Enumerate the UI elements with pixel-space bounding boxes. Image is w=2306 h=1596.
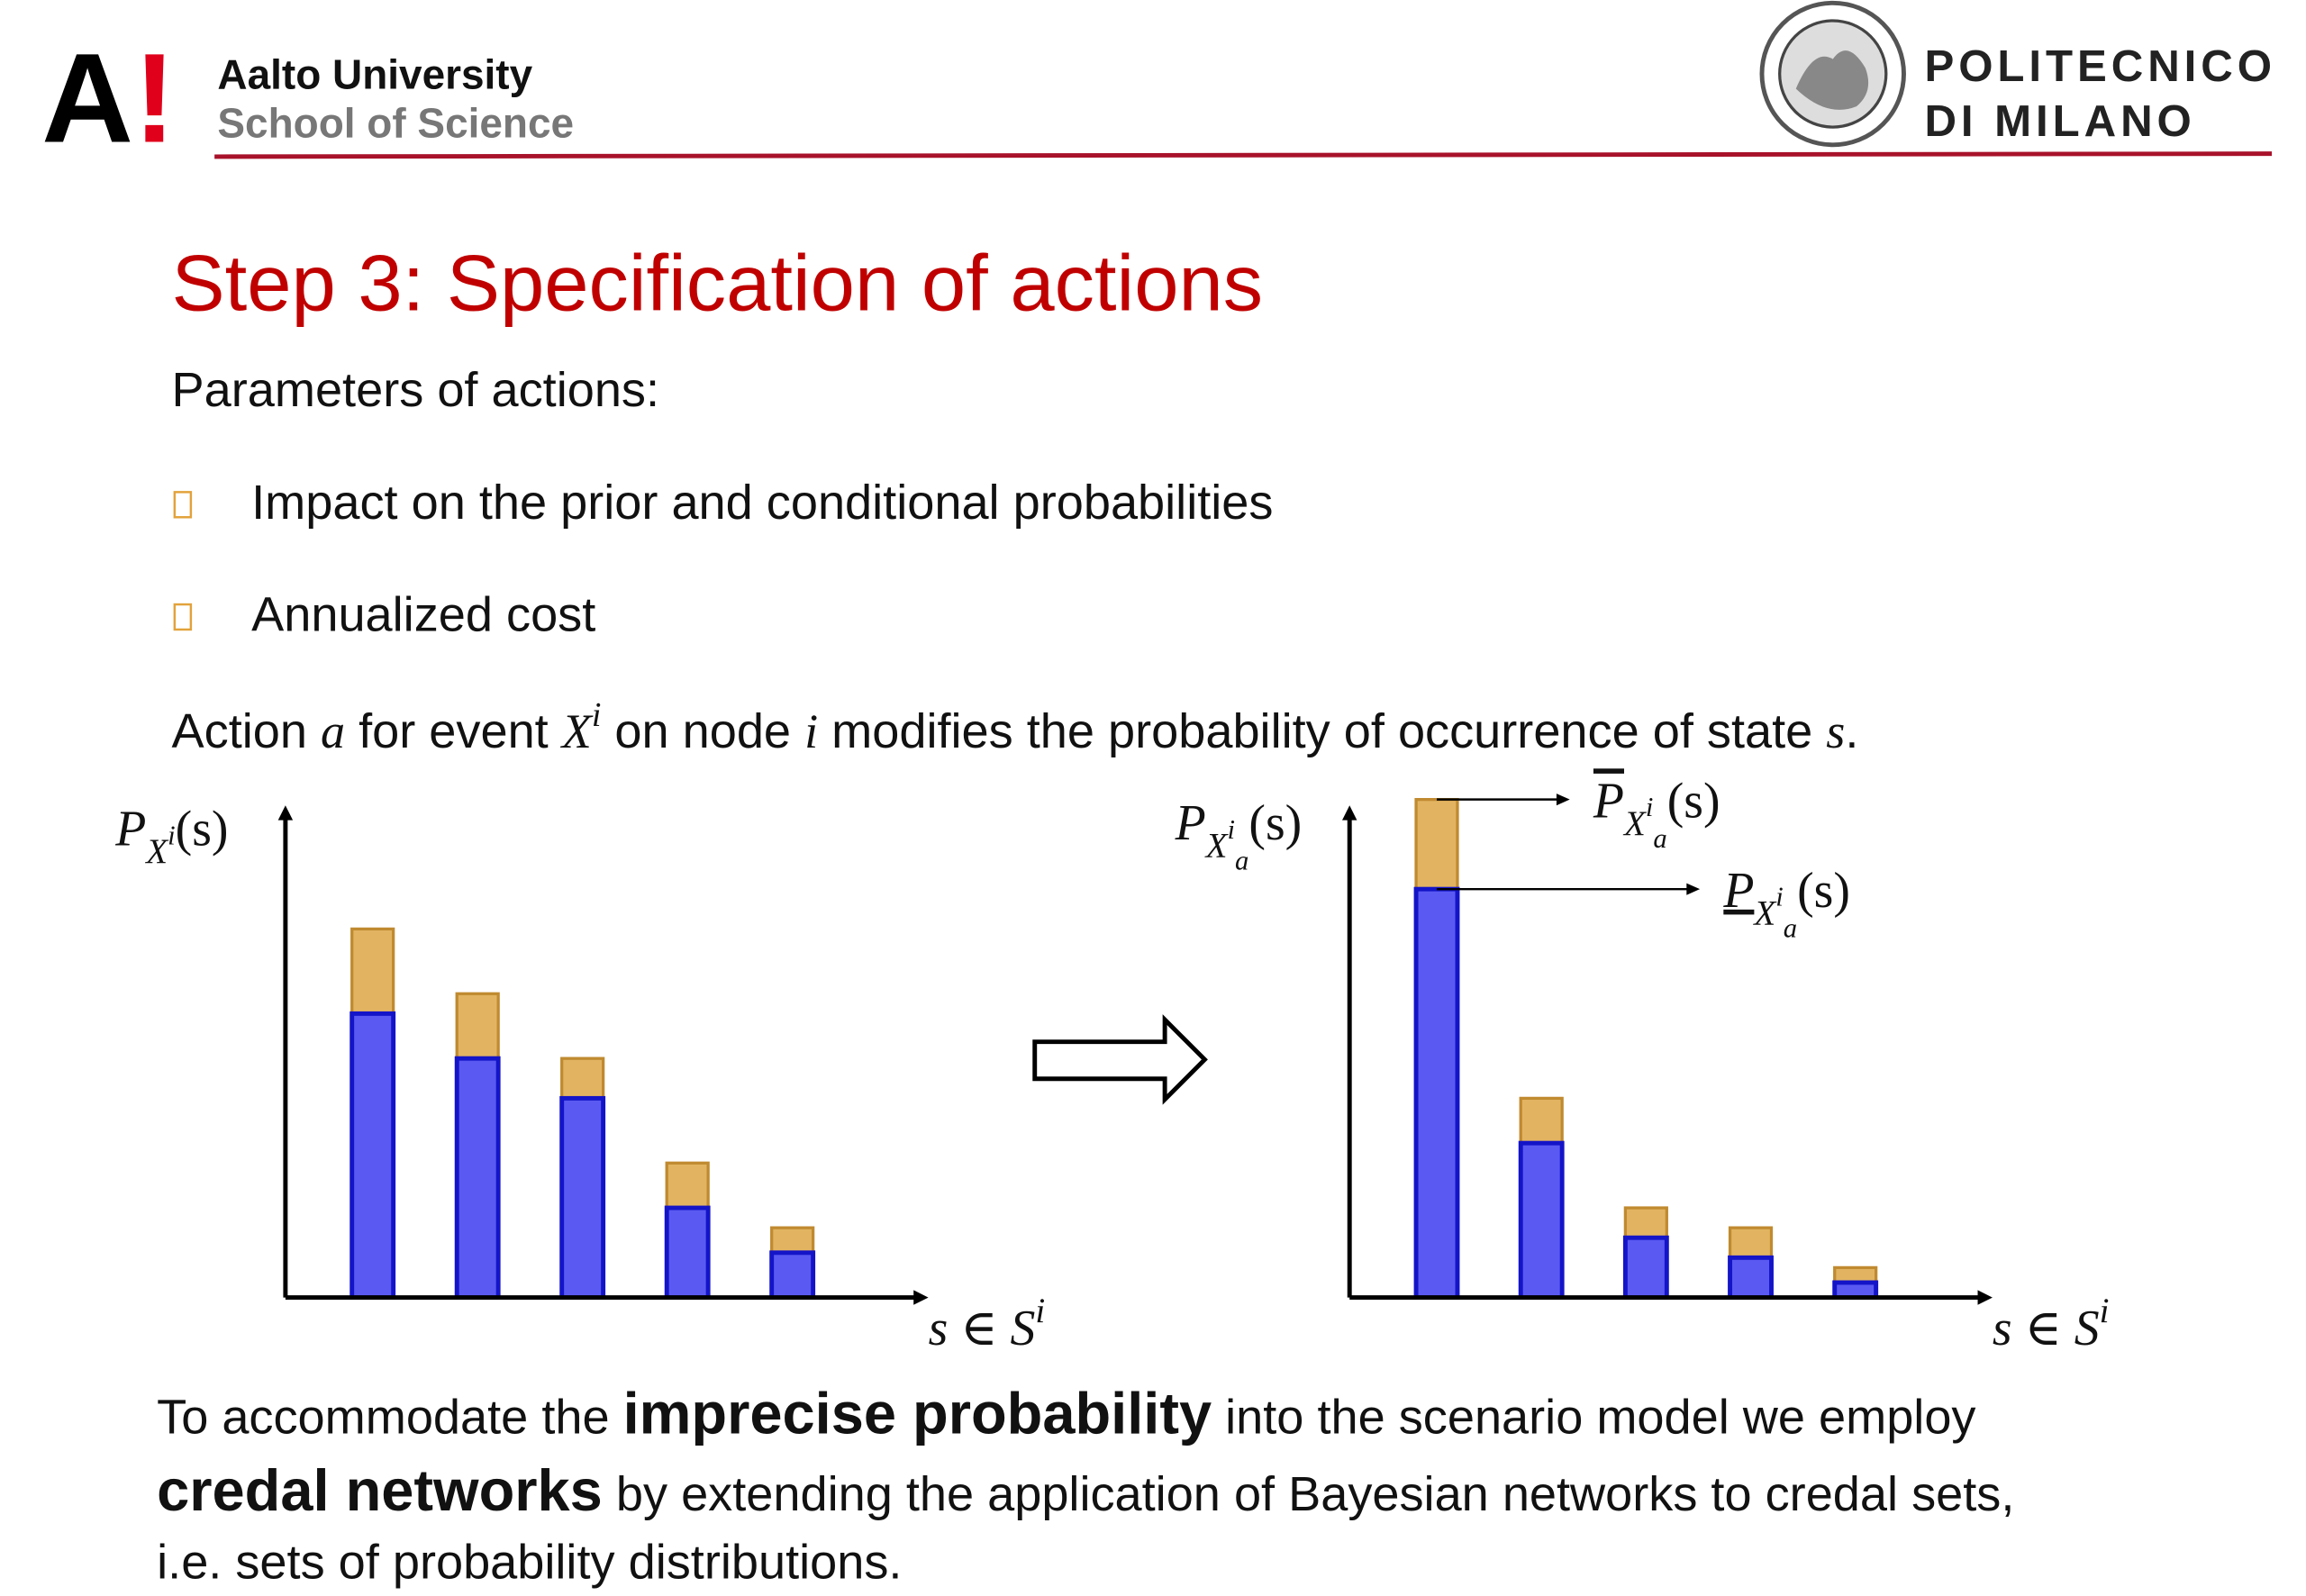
text-run: s ∈ S xyxy=(929,1301,1036,1356)
seal-figure xyxy=(1795,50,1869,110)
annotation: PXia(s) xyxy=(1722,863,1850,943)
conclusion-line: i.e. sets of probability distributions. xyxy=(157,1535,902,1589)
text-run: . xyxy=(1845,704,1858,758)
polimi-line1: POLITECNICO xyxy=(1924,41,2275,91)
aalto-name: Aalto University xyxy=(217,50,532,97)
lower-segment xyxy=(1832,1280,1879,1301)
polimi-line2: DI MILANO xyxy=(1924,96,2195,146)
text-run: for event xyxy=(345,704,562,758)
bullet-marker xyxy=(173,603,193,631)
text-run: i xyxy=(1775,882,1784,912)
lower-segment xyxy=(1413,886,1460,1301)
aalto-logo-a: A xyxy=(41,27,133,169)
text-run: on node xyxy=(601,704,804,758)
aalto-school: School of Science xyxy=(217,100,574,147)
header-rule xyxy=(214,151,2273,159)
x-axis-arrow xyxy=(1977,1290,1993,1305)
text-run: To accommodate the xyxy=(157,1391,622,1445)
text-run: (s) xyxy=(1248,795,1302,851)
bullet: Annualized cost xyxy=(251,588,595,642)
conclusion-line: To accommodate the imprecise probability… xyxy=(157,1381,1975,1446)
text-run: s ∈ S xyxy=(1993,1301,2100,1356)
x-axis-arrow xyxy=(913,1290,929,1305)
aalto-logo: A! xyxy=(41,27,176,169)
text-run: a xyxy=(1235,845,1248,875)
lower-segment xyxy=(1622,1235,1669,1301)
y-axis-label: PXi(s) xyxy=(114,802,228,872)
text-run: (s) xyxy=(176,802,229,857)
annotation: PXia(s) xyxy=(1593,773,1720,853)
upper-segment xyxy=(1414,798,1459,891)
lower-segment xyxy=(1728,1255,1774,1301)
text-run: X xyxy=(1204,826,1230,865)
text-run: modifies the probability of occurrence o… xyxy=(818,704,1826,758)
text-run: P xyxy=(114,802,146,857)
annotation-arrowhead xyxy=(1556,793,1570,806)
text-run: imprecise probability xyxy=(623,1381,1212,1446)
text-run: P xyxy=(1593,773,1624,829)
upper-segment xyxy=(770,1226,815,1255)
text-run: a xyxy=(1653,823,1666,854)
y-axis-label: PXia(s) xyxy=(1175,795,1303,875)
y-axis-arrow xyxy=(277,805,294,821)
upper-segment xyxy=(350,927,395,1016)
chart: PXi(s)s ∈ Si xyxy=(114,802,1045,1357)
conclusion: To accommodate the imprecise probability… xyxy=(157,1381,2014,1590)
text-run: by extending the application of Bayesian… xyxy=(603,1467,2015,1521)
lower-segment xyxy=(454,1056,501,1301)
text-run: i xyxy=(592,696,602,734)
x-axis-label: s ∈ Si xyxy=(1993,1292,2110,1356)
annotation-arrowhead xyxy=(1686,883,1701,895)
text-run: X xyxy=(1622,804,1648,843)
y-axis-arrow xyxy=(1342,805,1357,821)
text-run: i xyxy=(1228,814,1236,845)
text-run: i.e. sets of probability distributions. xyxy=(157,1535,902,1589)
x-axis-label: s ∈ Si xyxy=(929,1292,1046,1356)
polimi-seal xyxy=(1759,0,1906,148)
upper-segment xyxy=(1519,1096,1564,1145)
text-run: Action xyxy=(172,704,321,758)
upper-segment xyxy=(560,1056,605,1101)
upper-segment xyxy=(1728,1226,1774,1259)
text-run: s xyxy=(1826,704,1845,758)
text-run: (s) xyxy=(1667,773,1720,829)
text-run: i xyxy=(1035,1292,1045,1330)
aalto-logo-exclamation: ! xyxy=(133,27,176,169)
text-run: i xyxy=(2100,1292,2110,1330)
bullet: Impact on the prior and conditional prob… xyxy=(251,476,1273,530)
transform-arrow xyxy=(1032,1014,1208,1105)
text-run: credal networks xyxy=(157,1457,603,1523)
upper-segment xyxy=(1833,1265,1878,1284)
text-run: P xyxy=(1175,795,1206,851)
text-run: i xyxy=(804,704,818,758)
text-run: X xyxy=(560,704,594,758)
text-run: a xyxy=(321,704,345,758)
text-run: P xyxy=(1722,863,1754,919)
bullet-marker xyxy=(173,491,193,519)
upper-segment xyxy=(455,992,500,1060)
text-run: i xyxy=(1646,792,1654,822)
lower-segment xyxy=(769,1250,816,1301)
lower-segment xyxy=(350,1011,396,1301)
text-run: X xyxy=(1752,893,1777,932)
text-run: into the scenario model we employ xyxy=(1212,1391,1975,1445)
text-run: X xyxy=(144,832,169,871)
conclusion-line: credal networks by extending the applica… xyxy=(157,1457,2014,1523)
text-run: (s) xyxy=(1797,863,1850,919)
lower-segment xyxy=(559,1095,606,1301)
lower-segment xyxy=(664,1205,711,1301)
text-run: a xyxy=(1784,912,1797,943)
lower-segment xyxy=(1518,1140,1565,1301)
action-sentence: Action a for event Xi on node i modifies… xyxy=(172,696,1859,758)
text-run: i xyxy=(168,820,176,850)
slide-title: Step 3: Specification of actions xyxy=(172,239,1264,328)
upper-segment xyxy=(665,1161,710,1210)
upper-segment xyxy=(1623,1206,1668,1239)
intro: Parameters of actions: xyxy=(172,363,659,417)
